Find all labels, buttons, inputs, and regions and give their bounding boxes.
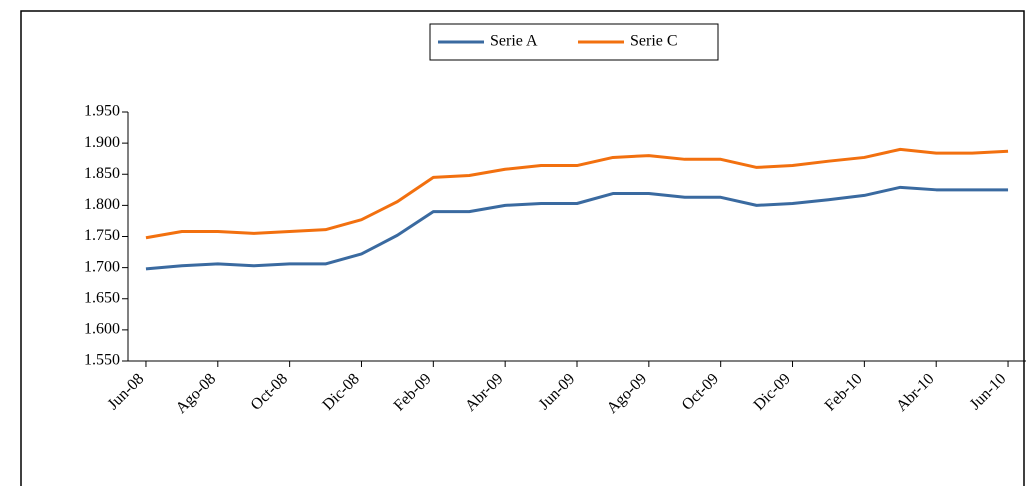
x-tick-label: Dic-08 [319, 370, 362, 413]
y-tick-label: 1.600 [84, 321, 120, 338]
y-tick-label: 1.950 [84, 103, 120, 120]
y-tick-label: 1.550 [84, 352, 120, 369]
x-tick-label: Jun-10 [967, 370, 1010, 413]
legend-label: Serie C [630, 33, 678, 50]
x-tick-label: Jun-09 [536, 370, 579, 413]
x-tick-label: Ago-09 [604, 370, 651, 417]
y-tick-label: 1.800 [84, 196, 120, 213]
series-line [145, 185, 1009, 271]
y-tick-label: 1.700 [84, 258, 120, 275]
x-tick-label: Feb-10 [822, 370, 866, 414]
chart-border [20, 10, 1025, 486]
x-tick-label: Oct-08 [248, 370, 291, 413]
x-tick-label: Abr-10 [893, 370, 937, 414]
series-line [145, 147, 1009, 240]
y-tick-label: 1.750 [84, 227, 120, 244]
x-tick-label: Dic-09 [751, 370, 794, 413]
legend-label: Serie A [490, 33, 538, 50]
y-tick-label: 1.650 [84, 289, 120, 306]
y-tick-label: 1.850 [84, 165, 120, 182]
x-tick-label: Oct-09 [679, 370, 722, 413]
x-tick-label: Jun-08 [105, 370, 148, 413]
y-tick-label: 1.900 [84, 134, 120, 151]
x-tick-label: Feb-09 [391, 370, 435, 414]
x-tick-label: Ago-08 [173, 370, 220, 417]
x-tick-label: Abr-09 [462, 370, 506, 414]
